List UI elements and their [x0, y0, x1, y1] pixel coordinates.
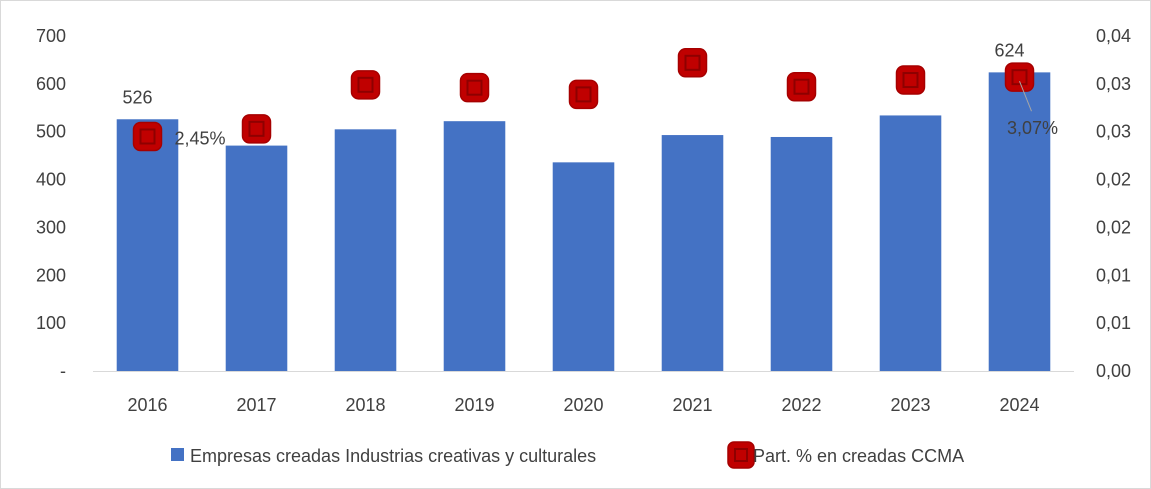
legend-swatch-marker: [727, 441, 755, 469]
marker-2020: [568, 79, 599, 110]
legend-label-bars: Empresas creadas Industrias creativas y …: [190, 446, 596, 466]
marker-2022: [786, 71, 817, 102]
bar-2022: [770, 136, 833, 371]
x-tick-label-2018: 2018: [345, 395, 385, 415]
marker-2018: [350, 70, 381, 100]
x-tick-label-2016: 2016: [127, 395, 167, 415]
x-tick-label-2021: 2021: [672, 395, 712, 415]
bar-data-label-2024: 624: [994, 40, 1024, 60]
bar-2016: [116, 119, 179, 372]
y-right-tick-label: 0,03: [1096, 122, 1131, 142]
bar-2023: [879, 115, 942, 371]
y-left-tick-label: 200: [36, 265, 66, 285]
marker-data-label-2024: 3,07%: [1007, 118, 1058, 138]
x-tick-label-2017: 2017: [236, 395, 276, 415]
bar-2019: [443, 121, 506, 371]
y-left-tick-label: 100: [36, 313, 66, 333]
x-tick-label-2024: 2024: [999, 395, 1039, 415]
y-left-tick-label: -: [60, 361, 66, 381]
bar-2017: [225, 145, 288, 371]
marker-2024: [1004, 62, 1035, 92]
x-tick-label-2019: 2019: [454, 395, 494, 415]
marker-2016: [132, 121, 163, 152]
marker-2019: [459, 72, 490, 103]
y-left-tick-label: 300: [36, 217, 66, 237]
bar-2020: [552, 162, 615, 371]
marker-2017: [241, 114, 272, 144]
y-right-tick-label: 0,04: [1096, 26, 1131, 46]
marker-2021: [677, 48, 708, 78]
marker-data-label-2016: 2,45%: [175, 129, 226, 149]
legend-swatch-bars: [171, 448, 184, 461]
bar-2018: [334, 129, 397, 371]
y-left-tick-label: 500: [36, 122, 66, 142]
x-tick-label-2022: 2022: [781, 395, 821, 415]
legend-label-marker: Part. % en creadas CCMA: [753, 446, 964, 466]
y-right-tick-label: 0,03: [1096, 74, 1131, 94]
y-right-tick-label: 0,01: [1096, 265, 1131, 285]
y-left-tick-label: 600: [36, 74, 66, 94]
x-tick-label-2020: 2020: [563, 395, 603, 415]
y-left-tick-label: 400: [36, 170, 66, 190]
y-left-tick-label: 700: [36, 26, 66, 46]
x-tick-label-2023: 2023: [890, 395, 930, 415]
leader-line: [1019, 80, 1032, 112]
bar-2024: [988, 72, 1051, 371]
y-right-tick-label: 0,02: [1096, 217, 1131, 237]
bar-2021: [661, 135, 724, 371]
bar-data-label-2016: 526: [122, 87, 152, 107]
y-right-tick-label: 0,02: [1096, 170, 1131, 190]
y-right-tick-label: 0,01: [1096, 313, 1131, 333]
y-right-tick-label: 0,00: [1096, 361, 1131, 381]
marker-2023: [895, 65, 926, 95]
